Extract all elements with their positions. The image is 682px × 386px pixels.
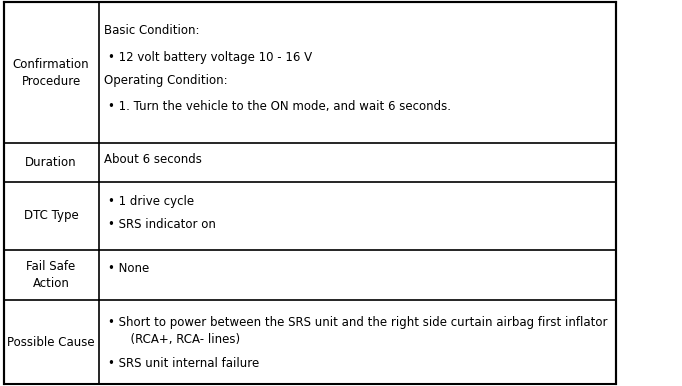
Text: • Short to power between the SRS unit and the right side curtain airbag first in: • Short to power between the SRS unit an… [108, 316, 608, 346]
Text: Fail Safe
Action: Fail Safe Action [27, 260, 76, 290]
Text: About 6 seconds: About 6 seconds [104, 153, 201, 166]
Text: Possible Cause: Possible Cause [8, 336, 95, 349]
Text: • 1 drive cycle: • 1 drive cycle [108, 195, 194, 208]
Text: • SRS unit internal failure: • SRS unit internal failure [108, 357, 260, 370]
Text: Confirmation
Procedure: Confirmation Procedure [13, 58, 89, 88]
Text: Basic Condition:: Basic Condition: [104, 24, 199, 37]
Text: • 1. Turn the vehicle to the ON mode, and wait 6 seconds.: • 1. Turn the vehicle to the ON mode, an… [108, 100, 451, 113]
Text: Operating Condition:: Operating Condition: [104, 74, 227, 86]
Text: DTC Type: DTC Type [24, 210, 78, 222]
Text: Duration: Duration [25, 156, 77, 169]
Text: • None: • None [108, 262, 150, 275]
Text: • 12 volt battery voltage 10 - 16 V: • 12 volt battery voltage 10 - 16 V [108, 51, 312, 64]
Text: • SRS indicator on: • SRS indicator on [108, 218, 216, 231]
FancyBboxPatch shape [3, 2, 617, 384]
